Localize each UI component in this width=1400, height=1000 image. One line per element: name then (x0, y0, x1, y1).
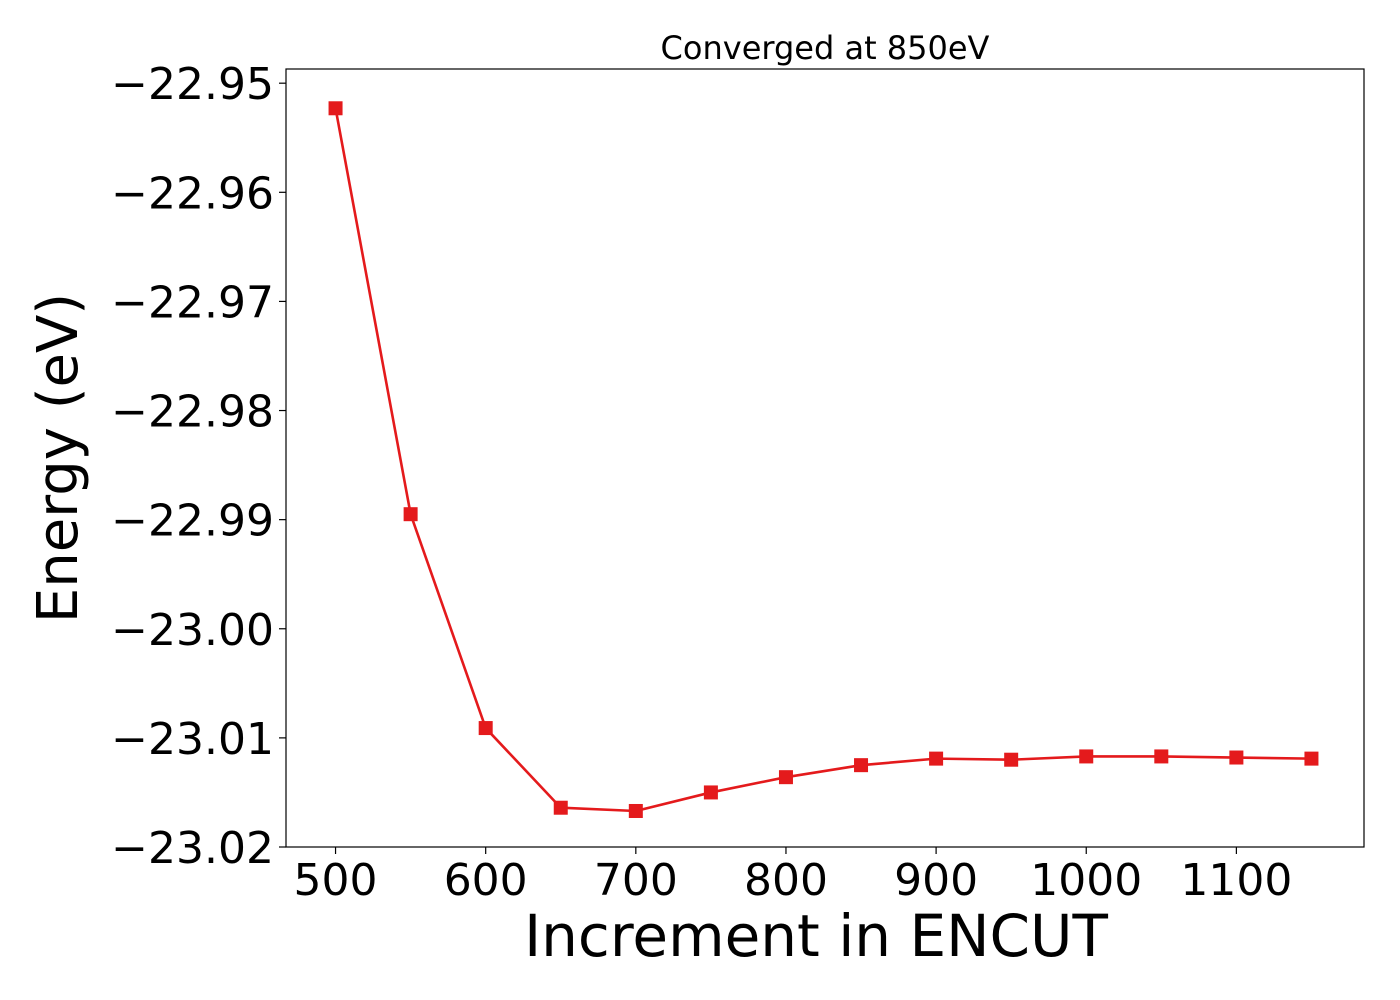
y-axis-label: Energy (eV) (26, 293, 91, 623)
data-point-marker (1229, 750, 1244, 765)
x-tick-label: 600 (444, 855, 528, 906)
x-tick-label: 800 (744, 855, 828, 906)
x-axis-label: Increment in ENCUT (524, 902, 1108, 970)
data-point-marker (929, 751, 944, 766)
y-tick-label: −22.98 (111, 387, 274, 438)
y-tick-label: −23.01 (111, 714, 274, 765)
plot-area-frame (285, 68, 1365, 848)
x-tick-label: 1100 (1180, 855, 1292, 906)
data-point-marker (628, 803, 643, 818)
data-point-marker (1004, 752, 1019, 767)
x-tick-label: 500 (294, 855, 378, 906)
data-point-marker (403, 507, 418, 522)
data-point-marker (553, 800, 568, 815)
y-tick-label: −23.02 (111, 823, 274, 874)
data-point-marker (854, 758, 869, 773)
y-tick-label: −23.00 (111, 605, 274, 656)
data-point-marker (1304, 751, 1319, 766)
chart-title: Converged at 850eV (661, 29, 990, 67)
data-series (328, 101, 1319, 818)
y-tick-label: −22.99 (111, 496, 274, 547)
data-point-marker (328, 101, 343, 116)
series-line (334, 108, 1312, 813)
x-tick-label: 1000 (1030, 855, 1142, 906)
data-point-marker (1154, 749, 1169, 764)
data-point-marker (778, 770, 793, 785)
y-axis-ticks: −22.95 −22.96 −22.97 −22.98 −22.99 −23.00 −23.… (111, 59, 286, 874)
x-tick-label: 700 (594, 855, 678, 906)
y-tick-label: −22.97 (111, 277, 274, 328)
x-axis-ticks: 500 600 700 800 900 1000 1100 (294, 847, 1292, 906)
data-point-marker (703, 785, 718, 800)
data-point-marker (1079, 749, 1094, 764)
y-tick-label: −22.95 (111, 59, 274, 110)
y-tick-label: −22.96 (111, 168, 274, 219)
x-tick-label: 900 (894, 855, 978, 906)
data-point-marker (478, 721, 493, 736)
